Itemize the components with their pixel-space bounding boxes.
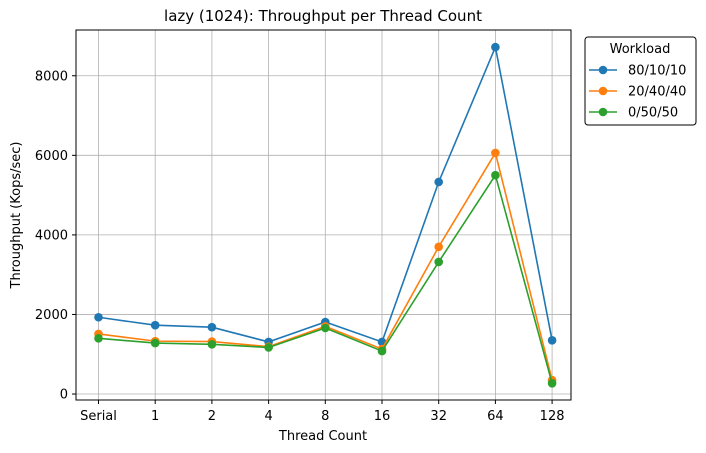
legend-label: 20/40/40: [628, 85, 686, 100]
data-point: [150, 320, 160, 330]
y-tick-label: 2000: [35, 308, 68, 323]
legend-box: [584, 36, 697, 126]
series-layer: [94, 42, 557, 388]
legend-dot-marker: [598, 107, 608, 117]
data-point: [547, 378, 557, 388]
grid-lines: [76, 30, 571, 400]
data-point: [264, 343, 273, 352]
x-tick-label: 16: [374, 409, 391, 424]
x-tick-label: 1: [151, 409, 159, 424]
legend-label: 80/10/10: [628, 64, 686, 79]
y-tick-label: 4000: [35, 228, 68, 243]
x-tick-label: 128: [540, 409, 565, 424]
legend-entry: 80/10/10: [589, 64, 686, 79]
legend-dot-marker: [598, 86, 608, 96]
x-tick-label: 8: [321, 409, 329, 424]
legend-dot-marker: [598, 65, 608, 75]
x-axis-ticks: Serial 1 2 4 8 16 32 64 128: [80, 400, 565, 424]
data-point: [434, 177, 444, 187]
data-point: [491, 170, 500, 180]
data-point: [94, 312, 103, 322]
legend-label: 0/50/50: [628, 106, 678, 121]
data-point: [377, 346, 387, 356]
data-point: [547, 336, 557, 345]
x-axis-label: Thread Count: [278, 429, 367, 444]
data-point: [207, 340, 217, 349]
y-axis-label: Throughput (Kops/sec): [9, 142, 24, 290]
x-tick-label: 32: [430, 409, 447, 424]
x-tick-label: 64: [487, 409, 504, 424]
chart-title: lazy (1024): Throughput per Thread Count: [164, 7, 482, 25]
data-point: [434, 242, 444, 252]
data-point: [150, 338, 160, 348]
y-tick-label: 8000: [35, 69, 68, 84]
y-axis-ticks: 0 2000 4000 6000 8000: [35, 69, 76, 403]
data-point: [434, 257, 444, 267]
data-point: [207, 322, 217, 332]
y-tick-label: 0: [60, 388, 68, 403]
x-tick-label: 4: [264, 409, 272, 424]
x-tick-label: Serial: [80, 409, 117, 424]
legend-entry: 0/50/50: [589, 106, 678, 121]
legend-title: Workload: [610, 42, 671, 57]
legend-entry: 20/40/40: [589, 85, 686, 100]
data-point: [94, 334, 103, 343]
data-point: [491, 148, 500, 158]
legend: Workload 80/10/10 20/40/40 0/50/50: [584, 36, 697, 126]
series-0-50-50: [94, 170, 557, 388]
y-tick-label: 6000: [35, 149, 68, 164]
x-tick-label: 2: [208, 409, 216, 424]
data-point: [321, 323, 330, 333]
plot-area-frame: [75, 29, 572, 401]
legend-entries: 80/10/10 20/40/40 0/50/50: [589, 64, 686, 121]
data-point: [491, 42, 500, 52]
